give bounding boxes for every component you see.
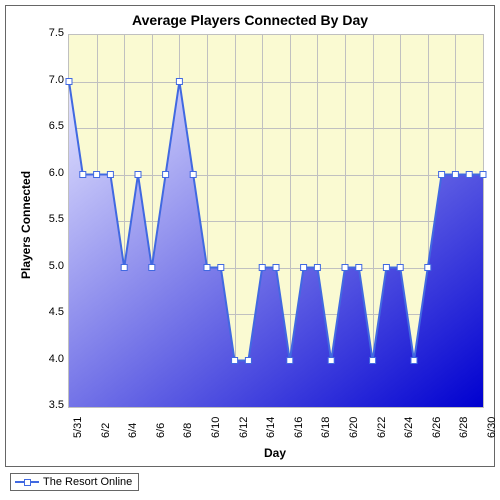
data-marker [383,265,389,271]
data-marker [342,265,348,271]
y-tick-label: 6.0 [38,167,64,179]
x-tick-label: 6/6 [155,423,167,438]
x-tick-label: 5/31 [72,417,84,438]
data-marker [232,358,238,364]
area-fill [69,82,483,408]
data-marker [356,265,362,271]
y-tick-label: 5.0 [38,260,64,272]
data-marker [80,172,86,178]
data-marker [135,172,141,178]
y-axis-label: Players Connected [19,159,33,279]
chart-container: Average Players Connected By Day 3.5 4.0 4… [0,0,500,500]
y-tick-label: 3.5 [38,399,64,411]
y-tick-label: 6.5 [38,120,64,132]
legend-marker-icon [15,477,39,487]
data-marker [452,172,458,178]
data-marker [259,265,265,271]
data-marker [466,172,472,178]
data-marker [328,358,334,364]
y-tick-label: 4.5 [38,306,64,318]
y-tick-label: 7.5 [38,27,64,39]
data-marker [94,172,100,178]
data-marker [301,265,307,271]
data-marker [163,172,169,178]
data-marker [218,265,224,271]
data-marker [411,358,417,364]
legend-square-icon [24,479,31,486]
x-tick-label: 6/26 [431,417,443,438]
x-axis-label: Day [68,446,482,460]
x-tick-label: 6/20 [348,417,360,438]
x-tick-label: 6/16 [293,417,305,438]
data-marker [66,79,72,85]
x-tick-label: 6/30 [486,417,498,438]
y-tick-label: 5.5 [38,213,64,225]
x-tick-label: 6/24 [403,417,415,438]
x-tick-label: 6/12 [238,417,250,438]
data-marker [397,265,403,271]
x-tick-label: 6/4 [127,423,139,438]
data-marker [107,172,113,178]
data-marker [480,172,486,178]
data-marker [245,358,251,364]
data-marker [370,358,376,364]
x-tick-label: 6/8 [182,423,194,438]
data-marker [121,265,127,271]
y-tick-label: 4.0 [38,353,64,365]
chart-title: Average Players Connected By Day [6,12,494,28]
x-tick-label: 6/18 [320,417,332,438]
data-marker [439,172,445,178]
data-marker [149,265,155,271]
x-tick-label: 6/28 [458,417,470,438]
chart-svg [69,35,483,407]
data-marker [425,265,431,271]
legend: The Resort Online [10,473,139,491]
x-tick-label: 6/2 [100,423,112,438]
data-marker [190,172,196,178]
data-marker [204,265,210,271]
data-marker [314,265,320,271]
chart-panel: Average Players Connected By Day 3.5 4.0 4… [5,5,495,467]
data-marker [176,79,182,85]
plot-area [68,34,484,408]
x-tick-label: 6/10 [210,417,222,438]
data-marker [273,265,279,271]
data-marker [287,358,293,364]
x-tick-label: 6/22 [376,417,388,438]
y-tick-label: 7.0 [38,74,64,86]
x-tick-label: 6/14 [265,417,277,438]
legend-label: The Resort Online [43,476,132,488]
